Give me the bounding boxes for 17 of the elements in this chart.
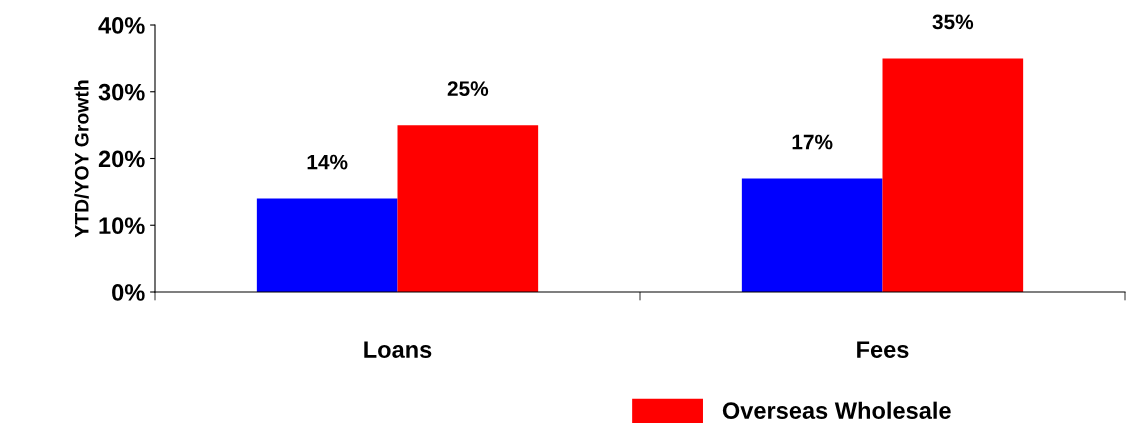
bar [882,58,1024,292]
y-tick-label: 0% [112,284,145,301]
legend-label: Overseas Wholesale [722,401,951,419]
x-tick-label: Fees [857,341,909,358]
y-tick-label: 40% [98,17,145,34]
y-tick-label: 10% [99,217,145,235]
data-label: 25% [447,81,489,97]
y-axis-title: YTD/YOY Growth [74,80,89,238]
y-tick-label: 20% [98,150,145,168]
bar [741,178,883,292]
data-label: 35% [932,14,974,30]
y-tick-label: 30% [98,83,145,101]
data-label: 14% [307,154,348,170]
bar [256,198,398,292]
data-label: 17% [792,134,833,150]
bar [397,125,539,292]
x-tick-label: Loans [364,341,432,358]
